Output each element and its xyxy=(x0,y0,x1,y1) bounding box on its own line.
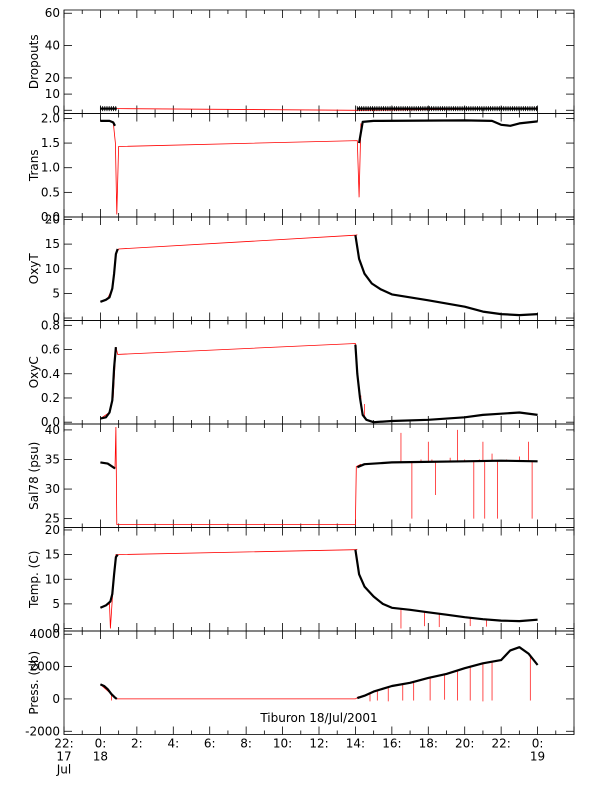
y-tick-label: 4000 xyxy=(29,627,60,641)
x-tick-sublabel: 19 xyxy=(530,750,545,764)
panel-frame xyxy=(63,216,575,321)
y-axis-label: OxyC xyxy=(27,356,41,388)
plot-area xyxy=(99,548,538,629)
y-tick-label: 20 xyxy=(45,212,60,226)
x-tick-label: 2: xyxy=(131,737,143,751)
data-trace xyxy=(354,344,538,424)
panel-frame xyxy=(63,527,575,632)
panel-1: 0 10 20 40 60 Dropouts xyxy=(27,6,575,117)
y-tick-label: 20 xyxy=(45,71,60,85)
y-tick-label: 40 xyxy=(45,423,60,437)
data-trace xyxy=(100,461,116,470)
y-axis-label: Press. (db) xyxy=(27,651,41,715)
y-tick-label: 10 xyxy=(45,572,60,586)
raw-trace xyxy=(100,120,362,215)
panel-frame xyxy=(63,320,575,425)
x-tick-label: 18: xyxy=(419,737,438,751)
raw-trace xyxy=(100,684,360,700)
y-axis-label: OxyT xyxy=(27,253,41,285)
raw-trace xyxy=(100,234,358,303)
data-trace xyxy=(99,553,119,609)
y-tick-label: -2000 xyxy=(25,724,60,738)
x-tick-label: 20: xyxy=(455,737,474,751)
y-tick-label: 10 xyxy=(45,262,60,276)
panel-7: -2000 0 2000 4000 Press. (db) xyxy=(25,627,575,738)
y-tick-label: 25 xyxy=(45,512,60,526)
x-axis-title: Tiburon 18/Jul/2001 xyxy=(259,711,377,725)
data-trace xyxy=(354,235,538,317)
plot-area xyxy=(100,234,538,317)
x-tick-label: 16: xyxy=(382,737,401,751)
panel-2: 0.0 0.5 1.0 1.5 2.0 Trans xyxy=(27,111,575,224)
y-axis-label: Dropouts xyxy=(27,34,41,89)
x-tick-sublabel: Jul xyxy=(56,763,71,777)
x-tick-label: 0: xyxy=(95,737,107,751)
y-tick-label: 30 xyxy=(45,482,60,496)
y-axis-label: Trans xyxy=(27,149,41,182)
raw-trace xyxy=(100,426,362,525)
y-tick-label: 0 xyxy=(52,103,60,117)
data-trace xyxy=(99,683,118,700)
y-tick-label: 10 xyxy=(45,87,60,101)
data-trace xyxy=(354,549,538,623)
panel-frame xyxy=(63,9,575,114)
plot-area xyxy=(99,646,539,702)
y-tick-label: 0.0 xyxy=(41,415,60,429)
data-trace xyxy=(100,347,117,420)
plot-area xyxy=(100,426,538,525)
x-tick-label: 4: xyxy=(167,737,179,751)
y-tick-label: 2.0 xyxy=(41,111,60,125)
y-tick-label: 0.6 xyxy=(41,343,60,357)
panel-4: 0.0 0.2 0.4 0.6 0.8 OxyC xyxy=(27,318,575,429)
y-tick-label: 0 xyxy=(52,311,60,325)
y-tick-label: 2000 xyxy=(29,660,60,674)
plot-area xyxy=(99,106,538,112)
y-axis-label: Sal78 (psu) xyxy=(27,442,41,510)
y-tick-label: 20 xyxy=(45,523,60,537)
data-trace xyxy=(356,459,538,469)
x-tick-label: 22: xyxy=(491,737,510,751)
y-tick-label: 1.5 xyxy=(41,136,60,150)
y-tick-label: 0 xyxy=(52,622,60,636)
y-tick-label: 0 xyxy=(52,692,60,706)
y-tick-label: 5 xyxy=(52,286,60,300)
x-tick-label: 6: xyxy=(204,737,216,751)
y-tick-label: 35 xyxy=(45,452,60,466)
y-tick-label: 15 xyxy=(45,237,60,251)
data-trace xyxy=(358,119,538,144)
panel-frame xyxy=(63,113,575,218)
x-tick-sublabel: 18 xyxy=(93,750,108,764)
y-axis-label: Temp. (C) xyxy=(27,551,41,609)
raw-trace xyxy=(100,548,358,629)
x-tick-label: 14: xyxy=(346,737,365,751)
x-tick-sublabel: 17 xyxy=(56,750,71,764)
x-tick-label: 8: xyxy=(240,737,252,751)
y-tick-label: 15 xyxy=(45,548,60,562)
x-tick-label: 0: xyxy=(532,737,544,751)
panel-5: 25 30 35 40 Sal78 (psu) xyxy=(27,423,575,528)
x-tick-label: 10: xyxy=(273,737,292,751)
y-tick-label: 60 xyxy=(45,6,60,20)
y-tick-label: 5 xyxy=(52,597,60,611)
plot-area xyxy=(100,119,538,215)
y-tick-label: 0.4 xyxy=(41,367,60,381)
x-tick-label: 12: xyxy=(309,737,328,751)
data-trace xyxy=(100,248,119,303)
y-tick-label: 40 xyxy=(45,39,60,53)
y-tick-label: 0.5 xyxy=(41,185,60,199)
data-trace xyxy=(356,646,539,700)
y-tick-label: 0.8 xyxy=(41,318,60,332)
data-trace xyxy=(100,119,116,127)
y-tick-label: 0.0 xyxy=(41,210,60,224)
y-tick-label: 1.0 xyxy=(41,161,60,175)
x-tick-label: 22: xyxy=(54,737,73,751)
plot-area xyxy=(100,343,538,424)
y-tick-label: 0.2 xyxy=(41,391,60,405)
raw-trace xyxy=(100,343,357,419)
panel-3: 0 5 10 15 20 OxyT xyxy=(27,212,575,325)
panel-6: 0 5 10 15 20 Temp. (C) xyxy=(27,523,575,636)
